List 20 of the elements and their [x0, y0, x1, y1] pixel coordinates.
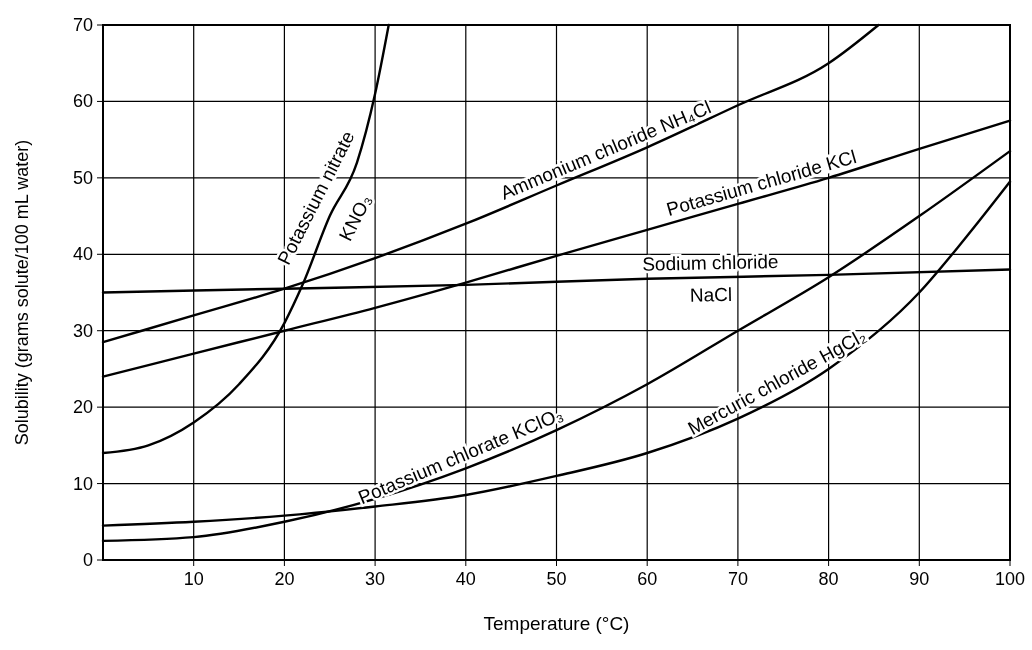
x-tick-label: 100	[994, 569, 1026, 589]
y-tick-label: 60	[72, 91, 93, 112]
x-tick-label: 60	[637, 569, 658, 589]
x-tick-label: 50	[546, 569, 567, 589]
y-tick-label: 70	[72, 15, 93, 35]
y-tick-label: 20	[72, 397, 93, 418]
y-tick-label: 30	[72, 320, 93, 341]
y-tick-label: 40	[72, 244, 93, 265]
x-tick-label: 10	[183, 569, 204, 589]
y-tick-label: 10	[72, 473, 93, 494]
x-tick-label: 80	[818, 569, 839, 589]
y-axis-title: Solubility (grams solute/100 mL water)	[12, 139, 32, 446]
x-tick-label: 40	[455, 569, 476, 589]
x-tick-label: 30	[365, 569, 386, 589]
x-tick-label: 20	[274, 569, 295, 589]
y-tick-label: 50	[72, 167, 93, 188]
x-tick-label: 70	[727, 569, 748, 589]
x-axis-title: Temperature (°C)	[483, 613, 630, 634]
x-tick-label: 90	[909, 569, 930, 589]
y-tick-label: 0	[82, 550, 93, 570]
